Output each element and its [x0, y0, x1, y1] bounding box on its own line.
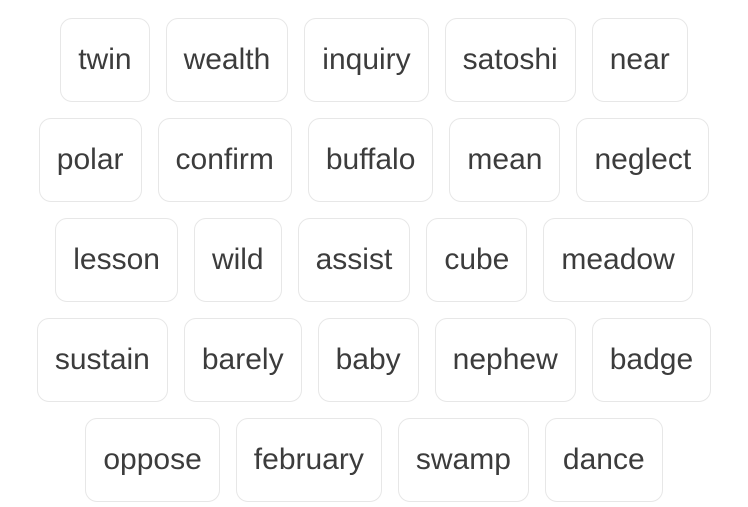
word-chip-nephew[interactable]: nephew — [434, 318, 576, 402]
word-chip-neglect[interactable]: neglect — [576, 118, 710, 202]
word-chip-twin[interactable]: twin — [60, 18, 150, 102]
word-chip-near[interactable]: near — [591, 18, 688, 102]
word-chip-badge[interactable]: badge — [591, 318, 712, 402]
word-chip-polar[interactable]: polar — [38, 118, 142, 202]
word-chip-meadow[interactable]: meadow — [543, 218, 693, 302]
word-chip-february[interactable]: february — [235, 418, 382, 502]
word-row: lesson wild assist cube meadow — [0, 218, 748, 302]
word-chip-oppose[interactable]: oppose — [85, 418, 220, 502]
word-chip-sustain[interactable]: sustain — [36, 318, 168, 402]
word-chip-barely[interactable]: barely — [183, 318, 302, 402]
word-chip-confirm[interactable]: confirm — [157, 118, 292, 202]
word-chip-swamp[interactable]: swamp — [397, 418, 529, 502]
word-chip-assist[interactable]: assist — [297, 218, 411, 302]
word-row: polar confirm buffalo mean neglect — [0, 118, 748, 202]
word-chip-inquiry[interactable]: inquiry — [304, 18, 429, 102]
word-chip-cube[interactable]: cube — [426, 218, 528, 302]
word-chip-mean[interactable]: mean — [449, 118, 561, 202]
word-chip-dance[interactable]: dance — [544, 418, 663, 502]
word-chip-satoshi[interactable]: satoshi — [444, 18, 576, 102]
word-chip-buffalo[interactable]: buffalo — [307, 118, 434, 202]
word-chip-wealth[interactable]: wealth — [165, 18, 289, 102]
word-row: sustain barely baby nephew badge — [0, 318, 748, 402]
word-row: twin wealth inquiry satoshi near — [0, 18, 748, 102]
word-chip-wild[interactable]: wild — [193, 218, 282, 302]
word-row: oppose february swamp dance — [0, 418, 748, 502]
word-chip-lesson[interactable]: lesson — [55, 218, 178, 302]
word-chip-baby[interactable]: baby — [317, 318, 419, 402]
